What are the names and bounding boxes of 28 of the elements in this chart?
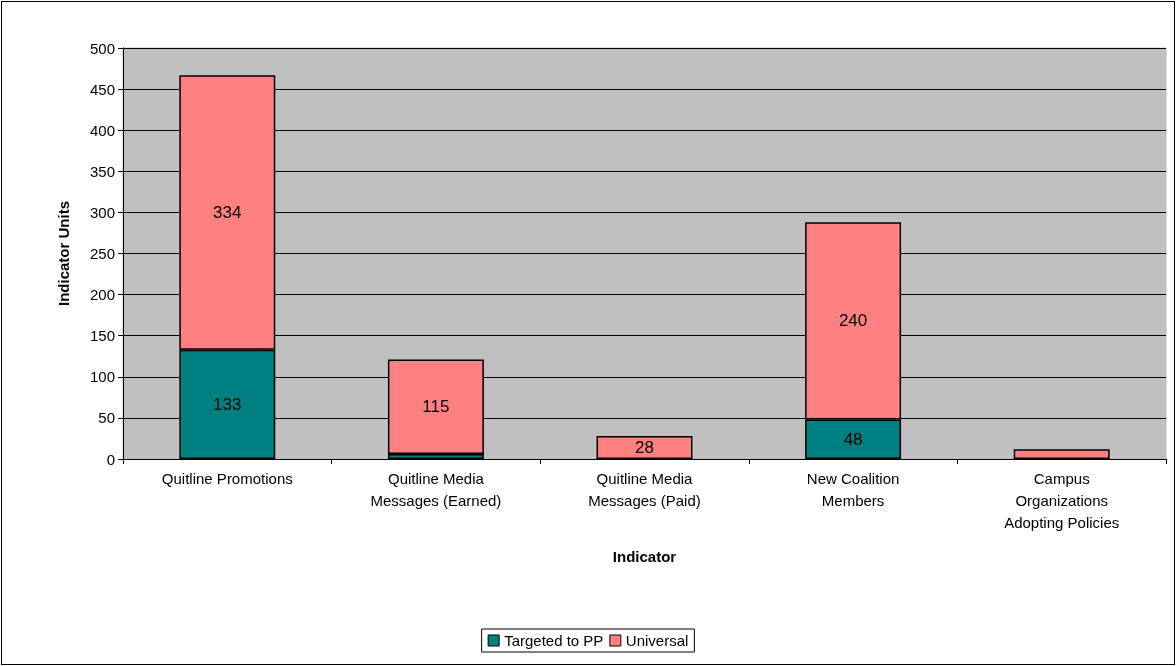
y-tick-label: 0 — [106, 450, 115, 468]
y-tick-label: 250 — [89, 245, 115, 262]
y-tick-label: 450 — [89, 80, 115, 98]
bar — [1013, 449, 1110, 459]
x-tick-label: Campus Organizations Adopting Policies — [1004, 469, 1120, 531]
y-tick-label: 200 — [89, 286, 115, 304]
data-label: 334 — [213, 202, 242, 222]
y-tick-label: 400 — [89, 121, 115, 139]
data-label: 133 — [213, 394, 242, 414]
x-axis-title: Indicator — [612, 548, 677, 565]
legend-label: Universal — [625, 632, 689, 649]
y-tick-label: 500 — [89, 39, 115, 57]
y-tick-label: 100 — [89, 368, 115, 386]
data-label: 28 — [635, 437, 654, 457]
legend-label: Targeted to PP — [504, 632, 604, 649]
y-tick-label: 150 — [89, 327, 115, 345]
x-tick-label: Quitline Media Messages (Paid) — [588, 469, 701, 509]
x-tick-label: New Coalition Members — [806, 469, 900, 509]
data-label: 115 — [422, 397, 450, 417]
y-tick-label: 50 — [98, 409, 115, 427]
data-label: 48 — [843, 429, 863, 449]
y-axis-title: Indicator Units — [55, 200, 72, 307]
data-label: 240 — [838, 311, 868, 331]
y-tick-label: 350 — [89, 162, 115, 180]
x-tick-label: Quitline Media Messages (Earned) — [370, 469, 502, 509]
x-tick-label: Quitline Promotions — [161, 469, 293, 487]
bar — [596, 435, 693, 459]
y-tick-label: 300 — [89, 203, 115, 221]
